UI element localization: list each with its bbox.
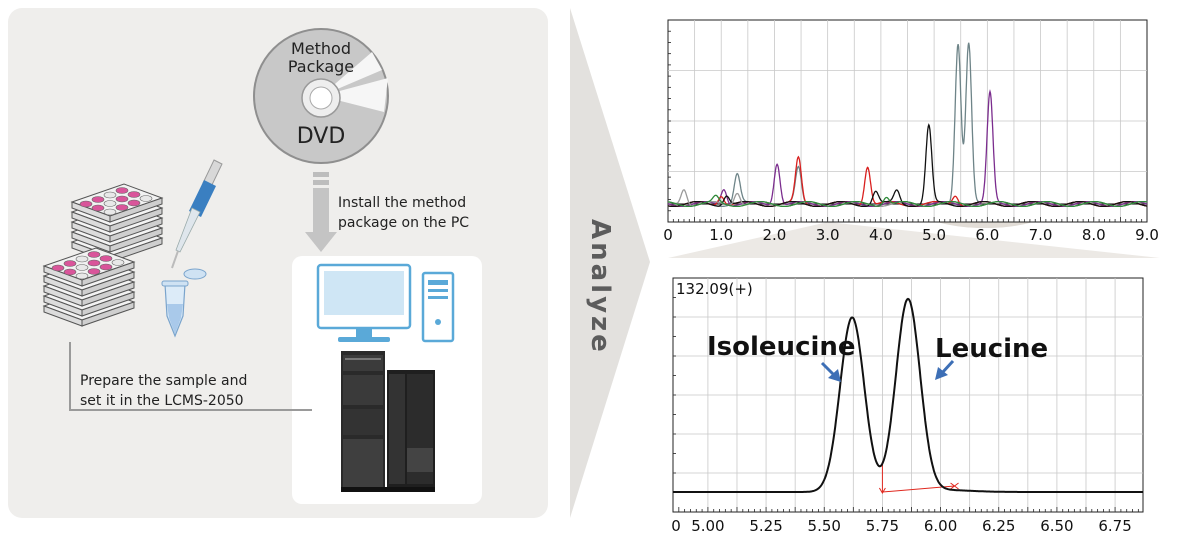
sample-plate-stacks (42, 183, 164, 327)
prepare-line2: set it in the LCMS-2050 (80, 393, 244, 409)
chart2-x-tick-label: 6.75 (1098, 517, 1131, 535)
chart1-x-tick-label: 7.0 (1029, 226, 1053, 244)
analyze-arrow (570, 8, 650, 518)
chart1-x-tick-label: 6.0 (975, 226, 999, 244)
prepare-connector-line (69, 342, 312, 411)
chart1-x-tick-label: 5.0 (922, 226, 946, 244)
sample-well (63, 260, 77, 267)
sample-well (103, 208, 117, 216)
chart1-x-tick-label: 0 (663, 226, 673, 244)
leucine-arrow (940, 359, 955, 375)
sample-well (115, 204, 129, 211)
install-arrow (305, 172, 337, 252)
sample-well (99, 263, 113, 271)
sample-well (139, 195, 153, 202)
sample-well (63, 268, 77, 276)
chart1-x-tick-label: 2.0 (763, 226, 787, 244)
leucine-label: Leucine (935, 334, 1048, 364)
sample-well (103, 200, 117, 207)
sample-well (75, 272, 89, 280)
sample-well (91, 196, 105, 203)
integration-start-mark (878, 487, 886, 494)
sample-well (103, 191, 117, 199)
chart1-x-tick-label: 4.0 (869, 226, 893, 244)
sample-well (75, 264, 89, 271)
sample-well (87, 251, 101, 258)
chart1-x-tick-label: 1.0 (709, 226, 733, 244)
plate-side (109, 227, 163, 253)
dvd-disc (253, 28, 389, 164)
sample-well (79, 200, 93, 208)
sample-well (99, 255, 113, 262)
chart2-x-tick-label: 6.00 (924, 517, 957, 535)
sample-well (51, 264, 65, 272)
pc-monitor-icon (316, 263, 412, 342)
sample-well (111, 259, 125, 266)
pc-tower-icon (421, 271, 455, 343)
lcms-instrument (341, 351, 435, 492)
dvd-line2: Package (287, 57, 355, 76)
chart1-series-line (667, 123, 1148, 208)
install-line2: package on the PC (338, 215, 470, 231)
prepare-line1: Prepare the sample and (80, 373, 248, 389)
sample-well (115, 195, 129, 203)
micro-tube-icon (161, 268, 207, 338)
plate-side (81, 271, 135, 297)
plate-side (81, 301, 135, 327)
chart2-x-tick-label: 6.50 (1040, 517, 1073, 535)
integration-end-mark (950, 482, 959, 490)
chart2-series-line (673, 297, 1143, 493)
chart2-x-tick-label: 0 (671, 517, 681, 535)
sample-well (127, 191, 141, 198)
dvd-line1: Method (290, 39, 351, 58)
sample-well (127, 199, 141, 207)
chart2-x-tick-label: 5.00 (691, 517, 724, 535)
chart1-x-tick-label: 3.0 (816, 226, 840, 244)
zoom-fan (668, 222, 1160, 258)
dvd-text: Method Package (284, 40, 358, 76)
plate-side (109, 197, 163, 223)
chart2-x-tick-label: 6.25 (982, 517, 1015, 535)
install-caption: Install the method package on the PC (338, 193, 469, 233)
dvd-label: DVD (296, 124, 346, 149)
chart2-x-tick-label: 5.25 (749, 517, 782, 535)
plate-side (109, 217, 163, 243)
chart2-title: 132.09(+) (676, 280, 753, 298)
sample-well (75, 255, 89, 263)
isoleucine-label: Isoleucine (707, 332, 856, 362)
chart2-x-tick-label: 5.75 (866, 517, 899, 535)
chart1-series-line (667, 194, 1148, 208)
sample-well (87, 268, 101, 275)
install-line1: Install the method (338, 195, 467, 211)
leucine-arrowhead (935, 367, 948, 380)
chart1-x-tick-label: 9.0 (1135, 226, 1159, 244)
sample-well (91, 204, 105, 212)
isoleucine-arrowhead (828, 369, 841, 382)
plate-side (109, 207, 163, 233)
plate-side (81, 291, 135, 317)
chart1-x-tick-label: 8.0 (1082, 226, 1106, 244)
pipette-icon (171, 159, 223, 269)
sample-well (87, 259, 101, 267)
sample-well (115, 187, 129, 194)
prepare-caption: Prepare the sample and set it in the LCM… (80, 371, 247, 411)
plate-side (81, 261, 135, 287)
chart2-x-tick-label: 5.50 (808, 517, 841, 535)
plate-side (81, 281, 135, 307)
